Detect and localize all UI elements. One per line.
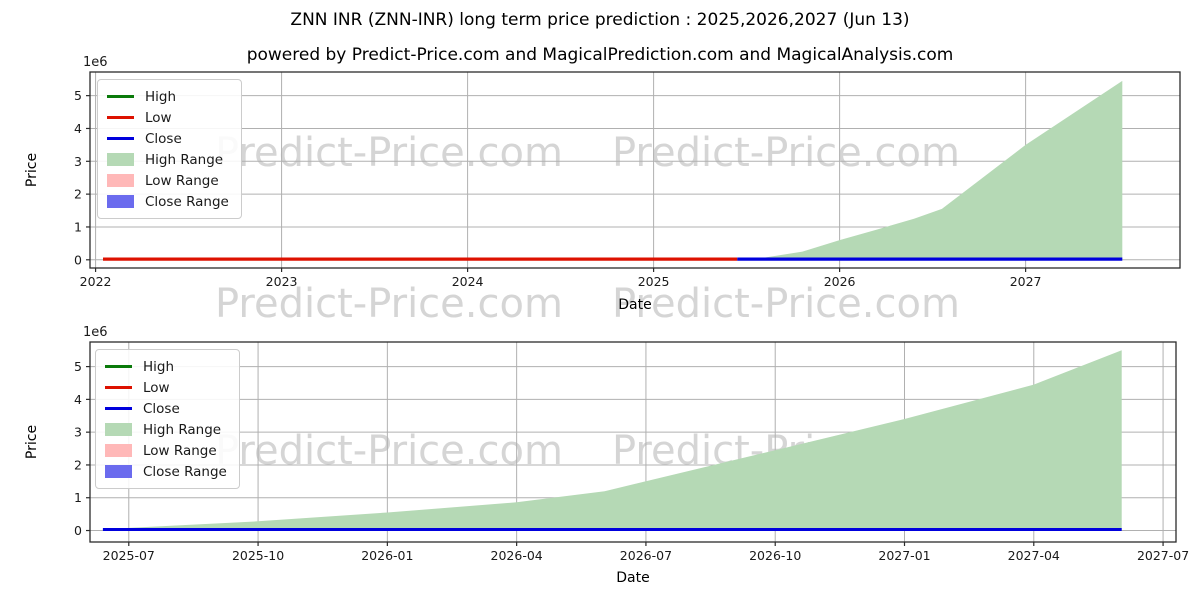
legend-item: Low: [107, 107, 229, 128]
legend-item: Close Range: [107, 191, 229, 212]
legend-item-label: Low Range: [145, 172, 219, 189]
series-high-range: [737, 80, 1123, 260]
x-tick-label: 2023: [266, 274, 298, 289]
y-axis-offset-label: 1e6: [83, 55, 108, 70]
x-tick-label: 2022: [80, 274, 112, 289]
x-tick-label: 2027: [1010, 274, 1042, 289]
chart-subtitle: powered by Predict-Price.com and Magical…: [246, 45, 954, 65]
x-tick-label: 2025-10: [232, 548, 284, 563]
legend-item: Low Range: [107, 170, 229, 191]
x-tick-label: 2026-04: [491, 548, 543, 563]
y-tick-label: 1: [74, 219, 82, 234]
watermark: Predict-Price.com: [612, 281, 960, 327]
legend-item-label: Close: [143, 400, 180, 417]
y-tick-label: 4: [74, 392, 82, 407]
legend-item: High Range: [105, 419, 227, 440]
legend-item-label: High: [145, 88, 177, 105]
watermark: Predict-Price.com: [215, 428, 563, 474]
x-tick-label: 2027-01: [878, 548, 930, 563]
legend-item: Close: [107, 128, 229, 149]
legend-item: High: [105, 356, 227, 377]
y-tick-label: 2: [74, 187, 82, 202]
tick-labels: 2022 2023 2024 2025 2026 2027 0 1 2 3 4 5: [74, 88, 1041, 289]
y-tick-label: 0: [74, 252, 82, 267]
legend-swatch-high: [107, 95, 134, 98]
legend-swatch-low: [105, 386, 132, 389]
chart-2: 2025-07 2025-10 2026-01 2026-04 2026-07 2026-…: [74, 325, 1189, 563]
legend-item: High: [107, 86, 229, 107]
legend-swatch-close-range: [105, 465, 132, 478]
legend-item: High Range: [107, 149, 229, 170]
legend-swatch-low: [107, 116, 134, 119]
y-tick-label: 5: [74, 359, 82, 374]
tick-labels: 2025-07 2025-10 2026-01 2026-04 2026-07 2026-…: [74, 359, 1189, 563]
legend-item: Low: [105, 377, 227, 398]
y-tick-label: 5: [74, 88, 82, 103]
legend-item: Close: [105, 398, 227, 419]
legend-item-label: Close Range: [145, 193, 229, 210]
x-tick-label: 2025-07: [103, 548, 155, 563]
legend-top-chart: High Low Close High Range Low Range Clos…: [97, 79, 242, 219]
y-tick-label: 3: [74, 154, 82, 169]
x-tick-label: 2026: [824, 274, 856, 289]
series-high-range: [102, 350, 1122, 531]
x-axis-label-bottom: Date: [616, 570, 650, 586]
y-tick-label: 0: [74, 523, 82, 538]
y-axis-offset-label: 1e6: [83, 325, 108, 340]
legend-item-label: Low Range: [143, 442, 217, 459]
x-tick-label: 2027-07: [1137, 548, 1189, 563]
x-tick-label: 2025: [638, 274, 670, 289]
x-tick-label: 2027-04: [1008, 548, 1060, 563]
legend-swatch-low-range: [105, 444, 132, 457]
legend-item: Low Range: [105, 440, 227, 461]
x-tick-label: 2026-07: [620, 548, 672, 563]
legend-swatch-high-range: [107, 153, 134, 166]
legend-swatch-low-range: [107, 174, 134, 187]
plot-frame: [89, 71, 1181, 269]
legend-item-label: High: [143, 358, 175, 375]
watermark: Predict-Price.com: [215, 281, 563, 327]
x-tick-label: 2026-10: [749, 548, 801, 563]
legend-swatch-close: [107, 137, 134, 140]
y-axis-label-top: Price: [24, 152, 40, 188]
legend-item-label: Low: [143, 379, 170, 396]
legend-swatch-high: [105, 365, 132, 368]
legend-item-label: High Range: [143, 421, 222, 438]
y-tick-label: 4: [74, 121, 82, 136]
legend-item: Close Range: [105, 461, 227, 482]
legend-item-label: Close Range: [143, 463, 227, 480]
y-tick-label: 1: [74, 490, 82, 505]
watermark: Predict-Price.com: [215, 130, 563, 176]
chart-1: 2022 2023 2024 2025 2026 2027 0 1 2 3 4 5 1e6: [74, 55, 1181, 289]
x-tick-label: 2026-01: [361, 548, 413, 563]
legend-item-label: High Range: [145, 151, 224, 168]
y-tick-label: 2: [74, 457, 82, 472]
legend-swatch-close-range: [107, 195, 134, 208]
legend-item-label: Low: [145, 109, 172, 126]
x-tick-label: 2024: [452, 274, 484, 289]
legend-bottom-chart: High Low Close High Range Low Range Clos…: [95, 349, 240, 489]
legend-swatch-high-range: [105, 423, 132, 436]
y-tick-label: 3: [74, 425, 82, 440]
legend-swatch-close: [105, 407, 132, 410]
x-axis-label-top: Date: [618, 297, 652, 313]
y-axis-label-bottom: Price: [24, 424, 40, 460]
legend-item-label: Close: [145, 130, 182, 147]
plot-frame: [89, 341, 1177, 543]
watermark: Predict-Price.com: [612, 130, 960, 176]
chart-title: ZNN INR (ZNN-INR) long term price predic…: [290, 10, 910, 30]
